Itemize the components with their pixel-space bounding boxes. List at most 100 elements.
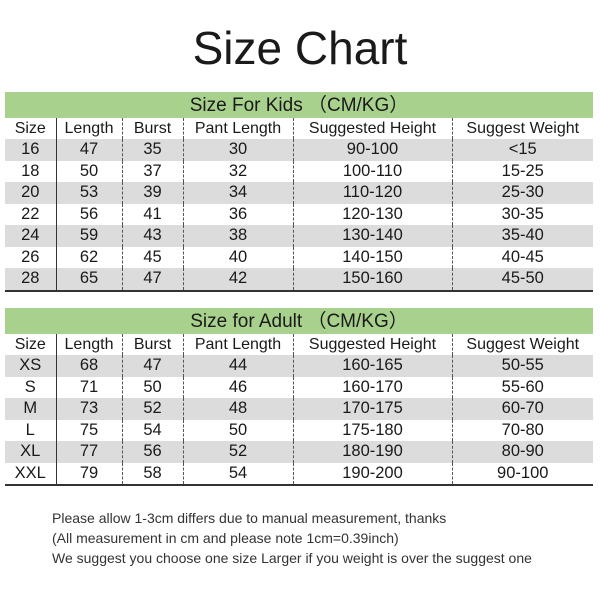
table-cell: 24 bbox=[5, 225, 56, 247]
table-cell: 90-100 bbox=[451, 462, 593, 485]
table-cell: 52 bbox=[121, 398, 183, 420]
table-cell: 43 bbox=[121, 225, 183, 247]
table-cell: 41 bbox=[121, 203, 183, 225]
table-row: 22 56 41 36 120-130 30-35 bbox=[5, 203, 593, 225]
table-cell: 37 bbox=[121, 160, 183, 182]
table-cell: 36 bbox=[182, 203, 293, 225]
table-cell: 180-190 bbox=[292, 441, 452, 463]
table-cell: 46 bbox=[182, 376, 293, 398]
adult-table-heading: Size for Adult （CM/KG） bbox=[5, 308, 593, 334]
table-row: 16 47 35 30 90-100 <15 bbox=[5, 139, 593, 161]
table-cell: 35-40 bbox=[451, 225, 593, 247]
kids-size-table: Size Length Burst Pant Length Suggested Heig… bbox=[5, 118, 593, 292]
column-header: Size bbox=[14, 120, 46, 137]
table-row: 26 62 45 40 140-150 40-45 bbox=[5, 246, 593, 268]
table-cell: 170-175 bbox=[292, 398, 452, 420]
table-cell: 90-100 bbox=[292, 139, 452, 161]
note-line: We suggest you choose one size Larger if… bbox=[52, 550, 532, 566]
table-cell: 40 bbox=[182, 246, 293, 268]
table-cell: 130-140 bbox=[292, 225, 452, 247]
table-cell: 77 bbox=[55, 441, 122, 463]
table-cell: 47 bbox=[121, 355, 183, 377]
table-cell: 190-200 bbox=[292, 462, 452, 485]
note-line: (All measurement in cm and please note 1… bbox=[52, 530, 399, 546]
table-cell: 68 bbox=[55, 355, 122, 377]
table-cell: 70-80 bbox=[451, 419, 593, 441]
table-cell: 45 bbox=[121, 246, 183, 268]
table-cell: 75 bbox=[55, 419, 122, 441]
table-cell: 35 bbox=[121, 139, 183, 161]
table-cell: 38 bbox=[182, 225, 293, 247]
column-header: Suggested Height bbox=[292, 118, 452, 139]
table-cell: XS bbox=[5, 355, 56, 377]
table-cell: 54 bbox=[121, 419, 183, 441]
table-cell: 45-50 bbox=[451, 268, 593, 291]
table-cell: 25-30 bbox=[451, 182, 593, 204]
table-cell: 39 bbox=[121, 182, 183, 204]
table-row: 18 50 37 32 100-110 15-25 bbox=[5, 160, 593, 182]
adult-size-table: Size Length Burst Pant Length Suggested Heig… bbox=[5, 334, 593, 486]
note-line: Please allow 1-3cm differs due to manual… bbox=[52, 510, 447, 526]
table-cell: 42 bbox=[182, 268, 293, 291]
column-header: Length bbox=[55, 334, 122, 355]
table-cell: 120-130 bbox=[292, 203, 452, 225]
table-cell: 50 bbox=[182, 419, 293, 441]
table-cell: 15-25 bbox=[451, 160, 593, 182]
table-row: M 73 52 48 170-175 60-70 bbox=[5, 398, 593, 420]
table-cell: XXL bbox=[14, 463, 46, 482]
table-cell: 140-150 bbox=[292, 246, 452, 268]
table-cell: 175-180 bbox=[292, 419, 452, 441]
table-cell: 80-90 bbox=[451, 441, 593, 463]
table-cell: 55-60 bbox=[451, 376, 593, 398]
table-cell: 30-35 bbox=[451, 203, 593, 225]
table-cell: 16 bbox=[5, 139, 56, 161]
page-title: Size Chart bbox=[192, 22, 408, 74]
table-cell: 50-55 bbox=[451, 355, 593, 377]
table-cell: 26 bbox=[21, 247, 40, 266]
table-cell: <15 bbox=[451, 139, 593, 161]
table-cell: 71 bbox=[55, 376, 122, 398]
table-cell: 100-110 bbox=[292, 160, 452, 182]
notes: Please allow 1-3cm differs due to manual… bbox=[52, 508, 532, 568]
column-header: Size bbox=[14, 336, 46, 353]
table-cell: 58 bbox=[121, 462, 183, 485]
adult-header-row: Size Length Burst Pant Length Suggested Heig… bbox=[5, 334, 593, 355]
kids-table-heading: Size For Kids （CM/KG） bbox=[5, 92, 593, 118]
table-cell: 59 bbox=[55, 225, 122, 247]
column-header: Burst bbox=[121, 334, 183, 355]
table-cell: 73 bbox=[55, 398, 122, 420]
table-cell: 47 bbox=[55, 139, 122, 161]
adult-size-section: Size for Adult （CM/KG） Size Length Burst Pa… bbox=[5, 308, 593, 486]
table-cell: 44 bbox=[182, 355, 293, 377]
table-row: 20 53 39 34 110-120 25-30 bbox=[5, 182, 593, 204]
column-header: Burst bbox=[121, 118, 183, 139]
table-cell: 62 bbox=[55, 246, 122, 268]
table-cell: 79 bbox=[55, 462, 122, 485]
table-cell: 110-120 bbox=[292, 182, 452, 204]
column-header: Suggest Weight bbox=[451, 334, 593, 355]
table-cell: 32 bbox=[182, 160, 293, 182]
table-cell: M bbox=[5, 398, 56, 420]
table-row: XL 77 56 52 180-190 80-90 bbox=[5, 441, 593, 463]
table-cell: 53 bbox=[55, 182, 122, 204]
column-header: Pant Length bbox=[182, 118, 293, 139]
table-cell: 52 bbox=[182, 441, 293, 463]
table-row: 24 59 43 38 130-140 35-40 bbox=[5, 225, 593, 247]
column-header: Suggest Weight bbox=[451, 118, 593, 139]
table-cell: 50 bbox=[121, 376, 183, 398]
table-cell: 20 bbox=[5, 182, 56, 204]
table-row: 28 65 47 42 150-160 45-50 bbox=[5, 268, 593, 291]
table-cell: 150-160 bbox=[292, 268, 452, 291]
table-cell: 18 bbox=[21, 161, 40, 180]
table-cell: 160-170 bbox=[292, 376, 452, 398]
table-cell: 30 bbox=[182, 139, 293, 161]
table-row: S 71 50 46 160-170 55-60 bbox=[5, 376, 593, 398]
table-cell: 54 bbox=[182, 462, 293, 485]
column-header: Length bbox=[55, 118, 122, 139]
table-cell: 65 bbox=[55, 268, 122, 291]
table-row: L 75 54 50 175-180 70-80 bbox=[5, 419, 593, 441]
table-cell: 34 bbox=[182, 182, 293, 204]
table-cell: 48 bbox=[182, 398, 293, 420]
table-cell: 56 bbox=[121, 441, 183, 463]
table-cell: 56 bbox=[55, 203, 122, 225]
